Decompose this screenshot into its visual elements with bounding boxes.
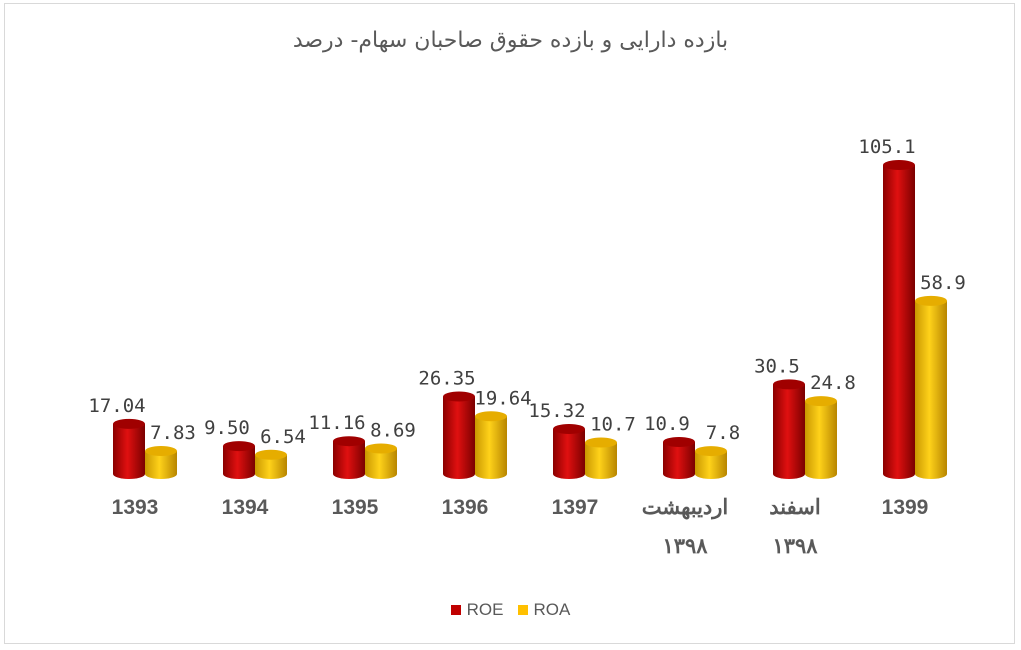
category-label-4: 1397 xyxy=(552,496,599,519)
legend-swatch-roe xyxy=(450,605,461,615)
value-label-roe-3: 26.35 xyxy=(418,368,475,390)
legend-label-roa: ROA xyxy=(533,600,571,619)
bar-roa-1 xyxy=(255,449,287,479)
bar-roa-3 xyxy=(475,411,507,479)
bar-roa-2 xyxy=(365,443,397,479)
bar-roe-7 xyxy=(883,160,915,479)
value-label-roe-2: 11.16 xyxy=(308,412,365,434)
bar-roa-6 xyxy=(805,396,837,479)
legend-item-roe: ROE xyxy=(450,600,504,620)
category-label-3: 1396 xyxy=(442,496,489,519)
category-label-6-1: ۱۳۹۸ xyxy=(772,535,818,558)
value-label-roa-7: 58.9 xyxy=(920,272,966,294)
category-label-1: 1394 xyxy=(222,496,269,519)
bar-roa-0 xyxy=(145,445,177,479)
bar-roe-6 xyxy=(773,379,805,479)
category-label-6-0: اسفند xyxy=(769,496,820,519)
bar-roe-2 xyxy=(333,436,365,479)
legend-item-roa: ROA xyxy=(517,600,571,620)
value-label-roe-5: 10.9 xyxy=(644,413,690,435)
value-label-roe-7: 105.1 xyxy=(858,136,915,158)
bar-roa-5 xyxy=(695,446,727,479)
value-label-roa-1: 6.54 xyxy=(260,426,306,448)
legend-swatch-roa xyxy=(517,605,528,615)
bar-roe-5 xyxy=(663,436,695,479)
category-label-5-0: اردیبهشت xyxy=(642,496,729,520)
chart-frame xyxy=(4,3,1015,644)
bar-roe-3 xyxy=(443,391,475,479)
category-label-5-1: ۱۳۹۸ xyxy=(662,535,708,558)
category-label-2: 1395 xyxy=(332,496,379,519)
legend-label-roe: ROE xyxy=(466,600,504,619)
value-label-roa-5: 7.8 xyxy=(706,422,740,444)
value-label-roa-3: 19.64 xyxy=(474,387,531,409)
category-label-0: 1393 xyxy=(112,496,159,519)
chart-legend: ROE ROA xyxy=(0,600,1021,620)
bar-roa-4 xyxy=(585,437,617,479)
value-label-roe-6: 30.5 xyxy=(754,355,800,377)
bar-roe-1 xyxy=(223,441,255,479)
value-label-roa-2: 8.69 xyxy=(370,419,416,441)
value-label-roa-4: 10.7 xyxy=(590,414,636,436)
value-label-roe-0: 17.04 xyxy=(88,395,145,417)
bar-roe-0 xyxy=(113,418,145,479)
value-label-roa-6: 24.8 xyxy=(810,372,856,394)
category-label-7: 1399 xyxy=(882,496,929,519)
value-label-roe-4: 15.32 xyxy=(528,400,585,422)
value-label-roe-1: 9.50 xyxy=(204,417,250,439)
chart-title: بازده دارایی و بازده حقوق صاحبان سهام- د… xyxy=(292,28,729,53)
value-label-roa-0: 7.83 xyxy=(150,422,196,444)
bar-roe-4 xyxy=(553,423,585,479)
bar-roa-7 xyxy=(915,295,947,479)
